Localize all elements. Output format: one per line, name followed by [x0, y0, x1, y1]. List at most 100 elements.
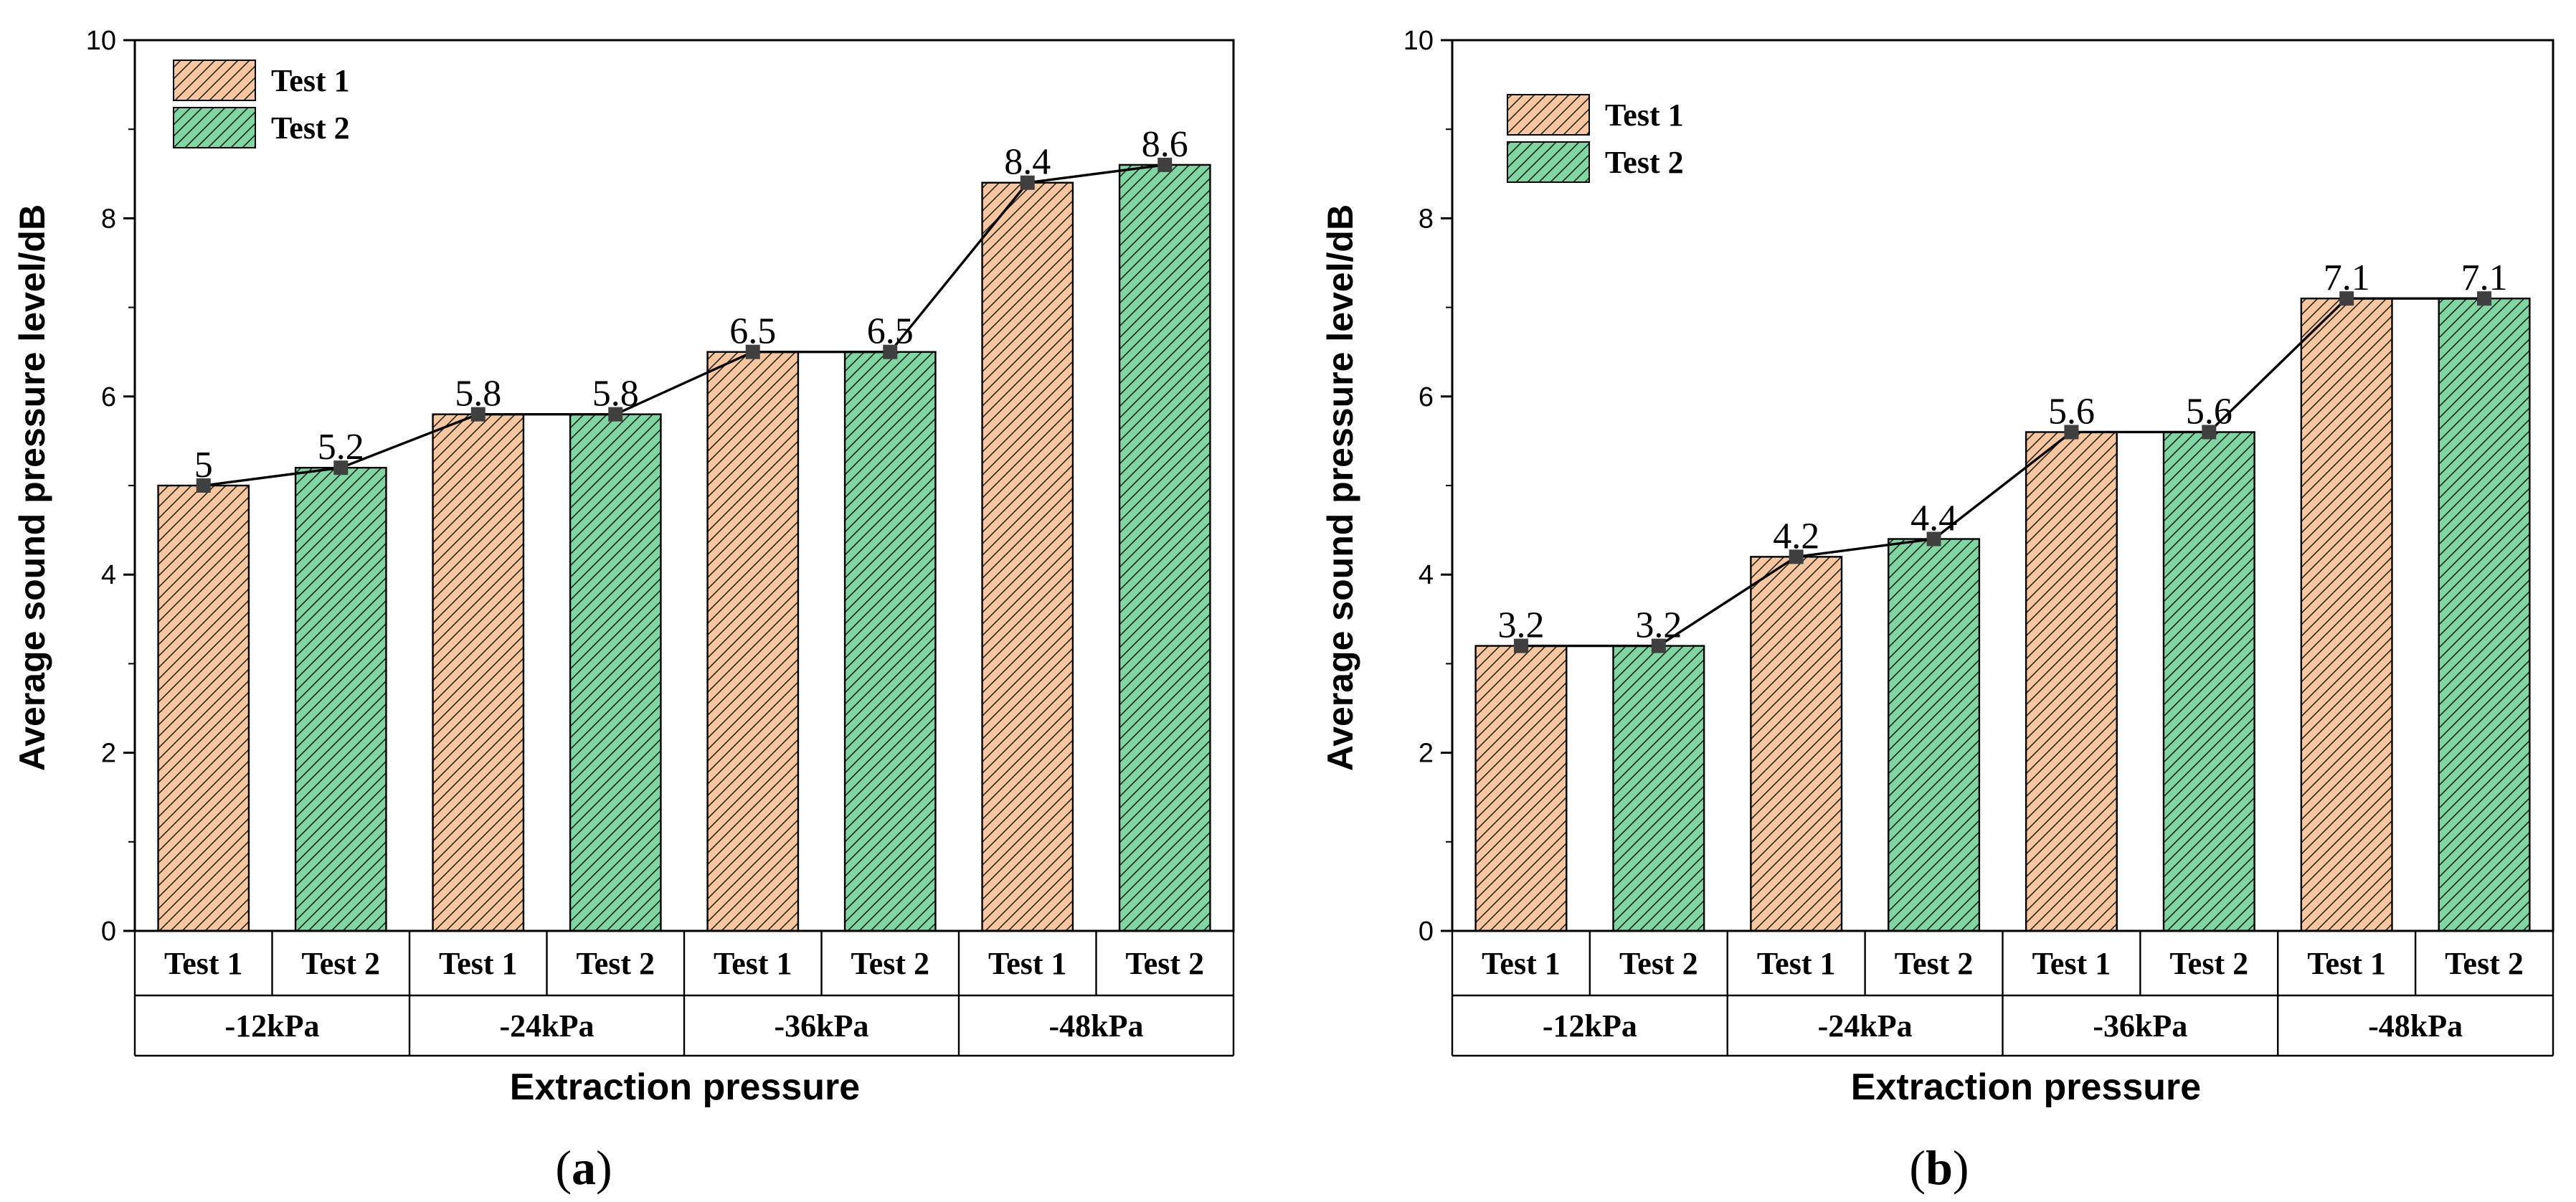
trend-marker — [883, 344, 898, 359]
value-label: 5.8 — [455, 374, 501, 415]
category-label: Test 2 — [576, 946, 655, 981]
trend-line — [203, 164, 1165, 487]
trend-marker — [2064, 425, 2079, 440]
panel-label-open: ( — [555, 1140, 572, 1195]
x-axis-label: Extraction pressure — [510, 1066, 860, 1108]
legend-swatch — [1507, 94, 1590, 136]
trend-line-layer — [1513, 291, 2492, 653]
y-tick-label: 6 — [101, 382, 116, 412]
legend-swatch — [173, 107, 256, 148]
y-tick-label: 4 — [101, 560, 116, 590]
value-label: 3.2 — [1635, 605, 1682, 646]
group-label: -12kPa — [225, 1008, 320, 1044]
bar — [2162, 431, 2255, 932]
category-label: Test 1 — [2032, 946, 2111, 981]
legend: Test 1 Test 2 — [173, 60, 350, 148]
bar — [843, 351, 937, 932]
y-tick-label: 2 — [1419, 739, 1434, 769]
category-label: Test 1 — [1757, 946, 1836, 981]
bar — [569, 413, 662, 932]
legend-label: Test 1 — [1605, 98, 1684, 133]
category-label: Test 2 — [1125, 946, 1204, 981]
trend-marker — [333, 460, 349, 475]
group-label: -24kPa — [1818, 1008, 1913, 1044]
bar — [706, 351, 800, 932]
y-axis: 0 2 4 6 8 10 — [1403, 26, 1452, 947]
bar — [2438, 297, 2531, 932]
category-label: Test 2 — [1895, 946, 1974, 981]
value-labels-layer: 3.2 3.2 4.2 4.4 5.6 5.6 7.1 7.1 — [1497, 257, 2507, 645]
value-label: 7.1 — [2461, 257, 2508, 298]
legend-label: Test 1 — [271, 63, 350, 98]
category-label: Test 1 — [1482, 946, 1561, 981]
bar — [1888, 538, 1981, 932]
panel-label-b: (b) — [1909, 1140, 1969, 1195]
legend: Test 1 Test 2 — [1507, 94, 1684, 183]
category-label: Test 1 — [2307, 946, 2386, 981]
y-tick-label: 2 — [101, 739, 116, 769]
category-label: Test 1 — [714, 946, 792, 981]
bar — [981, 181, 1074, 932]
y-tick-label: 6 — [1419, 382, 1434, 412]
bar — [157, 484, 250, 932]
trend-marker — [1513, 638, 1528, 653]
y-tick-label: 8 — [1419, 204, 1434, 234]
legend-swatch — [173, 60, 256, 101]
bars-layer — [1474, 297, 2531, 932]
trend-marker — [608, 407, 623, 422]
panel-label-letter: b — [1926, 1140, 1953, 1195]
trend-line-layer — [196, 157, 1173, 493]
value-label: 6.5 — [729, 311, 776, 352]
y-axis: 0 2 4 6 8 10 — [86, 26, 135, 947]
y-tick-label: 4 — [1419, 560, 1434, 590]
group-label: -48kPa — [2368, 1008, 2463, 1044]
value-label: 3.2 — [1497, 605, 1544, 646]
legend-label: Test 2 — [1605, 145, 1684, 180]
trend-marker — [2477, 291, 2492, 306]
value-label: 6.5 — [867, 311, 914, 352]
bar — [1474, 645, 1568, 932]
value-label: 8.6 — [1142, 124, 1188, 165]
trend-marker — [470, 407, 486, 422]
y-tick-label: 10 — [86, 26, 116, 56]
x-axis-label: Extraction pressure — [1851, 1066, 2201, 1108]
trend-marker — [2202, 425, 2217, 440]
panel-label-a: (a) — [555, 1140, 612, 1195]
value-label: 8.4 — [1004, 142, 1051, 183]
value-label: 4.2 — [1773, 516, 1819, 557]
bar — [1118, 164, 1211, 932]
bar — [1750, 556, 1843, 932]
y-tick-label: 8 — [101, 204, 116, 234]
bar — [1612, 645, 1705, 932]
group-label: -24kPa — [500, 1008, 595, 1044]
value-label: 4.4 — [1910, 498, 1957, 539]
value-label: 5.6 — [2048, 391, 2095, 432]
trend-line — [1520, 297, 2485, 648]
value-label: 7.1 — [2324, 257, 2370, 298]
panel-label-letter: a — [572, 1140, 596, 1195]
y-tick-label: 0 — [1419, 917, 1434, 947]
value-label: 5 — [194, 445, 213, 486]
panel-label-open: ( — [1909, 1140, 1926, 1195]
trend-marker — [1926, 531, 1941, 546]
group-label: -36kPa — [775, 1008, 869, 1044]
bar — [294, 466, 387, 932]
trend-marker — [1020, 175, 1035, 190]
category-label: Test 2 — [851, 946, 929, 981]
y-tick-label: 0 — [101, 917, 116, 947]
group-label: -48kPa — [1049, 1008, 1144, 1044]
category-label: Test 2 — [301, 946, 380, 981]
trend-marker — [1157, 157, 1173, 172]
category-label: Test 2 — [2445, 946, 2524, 981]
y-axis-label: Average sound pressure level/dB — [1320, 204, 1360, 771]
category-label: Test 2 — [2170, 946, 2249, 981]
category-label: Test 1 — [439, 946, 518, 981]
bar — [432, 413, 525, 932]
category-label: Test 2 — [1619, 946, 1698, 981]
bars-layer — [157, 164, 1211, 932]
trend-marker — [1651, 638, 1666, 653]
trend-marker — [196, 478, 211, 493]
value-label: 5.2 — [318, 427, 364, 468]
bar — [2300, 297, 2393, 932]
